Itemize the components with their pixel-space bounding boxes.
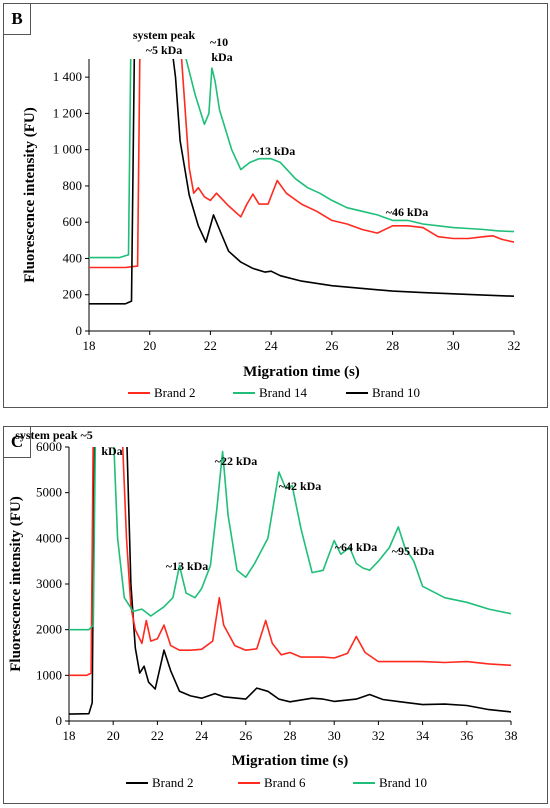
panel-letter-c: C [4, 427, 31, 458]
peak-annotation: ~22 kDa [215, 454, 258, 468]
y-tick-label: 400 [63, 250, 83, 265]
peak-annotation: ~5 kDa [146, 43, 183, 57]
legend-label: Brand 10 [372, 385, 420, 400]
x-tick-label: 18 [83, 338, 96, 353]
y-tick-label: 5000 [36, 485, 62, 500]
x-tick-label: 30 [328, 728, 341, 743]
series-line-brand-6 [69, 447, 511, 677]
legend-label: Brand 10 [379, 775, 427, 790]
peak-annotation: ~13 kDa [166, 559, 209, 573]
peak-annotation: kDa [101, 444, 122, 458]
chart-b-svg: 0 200 400 600 800 1 000 1 200 1 400 18 20 22 24 26 28… [22, 28, 521, 400]
x-tick-label: 22 [204, 338, 217, 353]
x-tick-label: 18 [63, 728, 76, 743]
legend-label: Brand 2 [154, 385, 196, 400]
series-line-brand-14 [89, 59, 514, 259]
peak-annotation: system peak [133, 28, 196, 42]
chart-panel-b: B 0 200 400 600 800 1 000 1 200 1 400 18 20 22 24 26… [3, 3, 548, 408]
series-line-brand-10 [89, 59, 514, 305]
y-tick-label: 1000 [36, 667, 62, 682]
peak-annotation: ~10 [210, 35, 228, 49]
x-tick-label: 20 [143, 338, 156, 353]
peak-annotation: kDa [211, 50, 232, 64]
peak-annotation: ~95 kDa [392, 544, 435, 558]
legend-label: Brand 6 [264, 775, 306, 790]
x-tick-label: 26 [239, 728, 253, 743]
x-tick-label: 38 [505, 728, 518, 743]
series-line-brand-10 [69, 447, 511, 631]
series-line-brand-2 [89, 59, 514, 269]
panel-letter-b: B [4, 4, 31, 35]
y-tick-label: 800 [63, 178, 83, 193]
legend-label: Brand 2 [152, 775, 194, 790]
y-tick-label: 1 200 [53, 105, 82, 120]
x-tick-label: 32 [508, 338, 521, 353]
x-tick-label: 24 [195, 728, 209, 743]
peak-annotation: ~64 kDa [335, 540, 378, 554]
chart-c-svg: 0 1000 2000 3000 4000 5000 6000 18 20 22 24 26 28 30 3… [8, 428, 518, 790]
x-tick-label: 30 [447, 338, 460, 353]
x-axis-label-b: Migration time (s) [243, 364, 360, 380]
y-tick-label: 3000 [36, 576, 62, 591]
y-tick-label: 6000 [36, 439, 62, 454]
y-tick-label: 1 000 [53, 142, 82, 157]
x-tick-label: 36 [460, 728, 474, 743]
peak-annotation: ~13 kDa [253, 144, 296, 158]
y-axis-label-b: Fluorescence intensity (FU) [22, 107, 38, 283]
x-tick-label: 28 [284, 728, 297, 743]
peak-annotation: ~46 kDa [386, 205, 429, 219]
peak-annotation: system peak ~5 [15, 428, 93, 442]
y-tick-label: 1 400 [53, 69, 82, 84]
y-tick-label: 600 [63, 214, 83, 229]
y-tick-label: 200 [63, 287, 83, 302]
y-tick-label: 4000 [36, 530, 62, 545]
peak-annotation: ~42 kDa [279, 479, 322, 493]
series-line-brand-2 [69, 447, 511, 715]
y-axis-label-c: Fluorescence intensity (FU) [8, 496, 24, 672]
y-tick-label: 2000 [36, 622, 62, 637]
x-tick-label: 34 [416, 728, 430, 743]
x-axis-label-c: Migration time (s) [232, 753, 349, 769]
x-tick-label: 32 [372, 728, 385, 743]
y-tick-label: 0 [76, 323, 83, 338]
legend-label: Brand 14 [259, 385, 308, 400]
x-tick-label: 28 [386, 338, 399, 353]
x-tick-label: 24 [265, 338, 279, 353]
x-tick-label: 26 [325, 338, 339, 353]
chart-panel-c: C 0 1000 2000 3000 4000 5000 6000 18 20 22 24 26 28 3… [3, 426, 548, 804]
x-tick-label: 22 [151, 728, 164, 743]
y-tick-label: 0 [56, 713, 63, 728]
x-tick-label: 20 [107, 728, 120, 743]
